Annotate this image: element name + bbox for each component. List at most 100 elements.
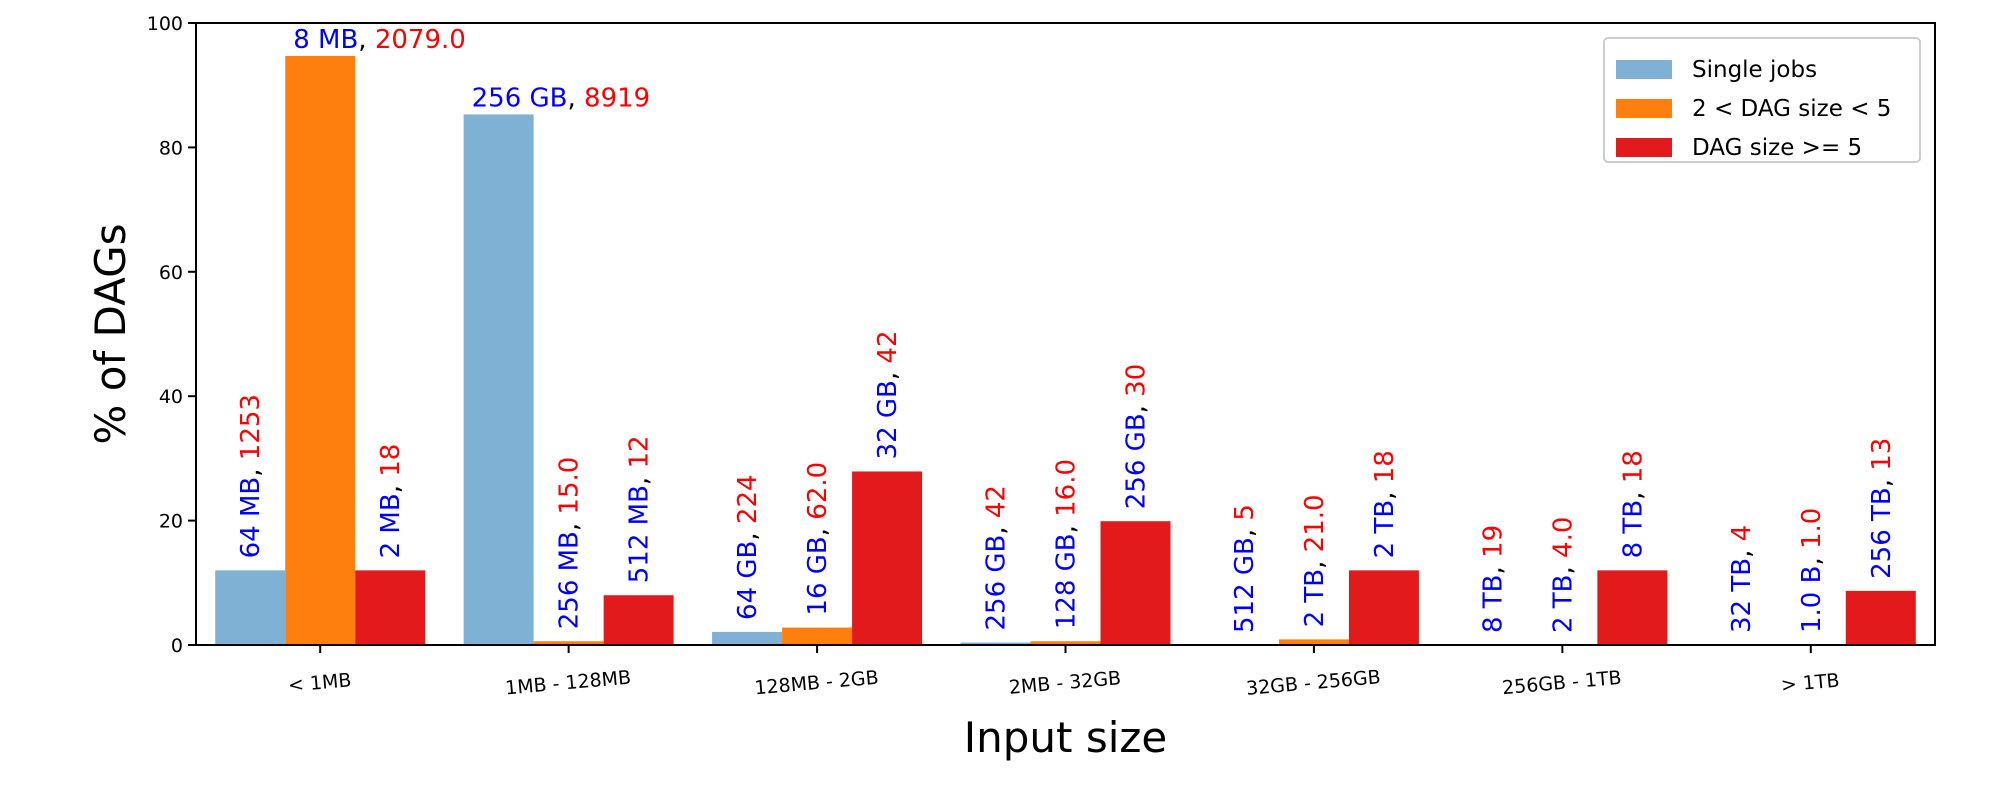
bar-label-dag-size-5-32gb-256gb: 2 TB, 18	[1370, 450, 1400, 558]
bar-label-count: 19	[1478, 525, 1508, 558]
bar-label-separator: ,	[1300, 552, 1330, 569]
bar-label-separator: ,	[1478, 558, 1508, 575]
bar-label-dag-size-5-1tb: 256 TB, 13	[1867, 438, 1897, 579]
bar-single-jobs-2mb-32gb	[960, 642, 1031, 645]
bar-label-separator: ,	[1052, 517, 1082, 534]
bar-label-separator: ,	[1727, 541, 1757, 558]
bar-label-2-dag-size-5-256gb-1tb: 2 TB, 4.0	[1548, 517, 1578, 633]
bar-dag-size-5-2mb-32gb	[1100, 521, 1171, 645]
bar-label-size: 2 MB	[376, 493, 406, 558]
bar-label-size: 32 GB	[873, 380, 903, 459]
bar-label-size: 512 GB	[1230, 537, 1260, 633]
bar-label-separator: ,	[1122, 397, 1152, 414]
bar-label-single-jobs-32gb-256gb: 512 GB, 5	[1230, 504, 1260, 633]
bar-label-separator: ,	[1618, 483, 1648, 500]
x-tick-label-256gb-1tb: 256GB - 1TB	[1501, 667, 1622, 699]
bar-label-separator: ,	[803, 520, 833, 537]
bar-label-size: 256 TB	[1867, 487, 1897, 579]
bar-label-count: 18	[1370, 450, 1400, 483]
bar-label-separator: ,	[982, 518, 1012, 535]
bar-label-count: 4	[1727, 525, 1757, 542]
bar-label-count: 42	[873, 330, 903, 363]
bar-label-count: 1.0	[1797, 508, 1827, 549]
bar-label-size: 512 MB	[625, 485, 655, 583]
bar-label-count: 18	[1618, 450, 1648, 483]
bar-label-2-dag-size-5-1mb-128mb: 256 MB, 15.0	[555, 457, 585, 630]
bar-label-dag-size-5-2mb-32gb: 256 GB, 30	[1122, 364, 1152, 510]
bar-label-dag-size-5-1mb: 2 MB, 18	[376, 444, 406, 559]
bar-label-dag-size-5-1mb-128mb: 512 MB, 12	[625, 435, 655, 583]
bar-label-count: 13	[1867, 438, 1897, 471]
legend: Single jobs 2 < DAG size < 5 DAG size >= 5	[1603, 37, 1921, 163]
x-tick-label-2mb-32gb: 2MB - 32GB	[1008, 667, 1122, 699]
bar-label-separator: ,	[376, 477, 406, 494]
bar-label-count: 1253	[236, 394, 266, 460]
bar-label-size: 2 TB	[1370, 500, 1400, 559]
bar-label-size: 8 MB	[293, 25, 358, 55]
x-tick-label-32gb-256gb: 32GB - 256GB	[1245, 666, 1381, 700]
legend-label-dag-size-5: DAG size >= 5	[1692, 135, 1862, 161]
x-tick-label-1mb: < 1MB	[287, 669, 352, 696]
bar-label-dag-size-5-128mb-2gb: 32 GB, 42	[873, 330, 903, 459]
bar-2-dag-size-5-128mb-2gb	[782, 627, 853, 645]
bar-2-dag-size-5-1mb	[285, 55, 356, 645]
bar-label-count: 224	[733, 474, 763, 524]
bar-label-count: 15.0	[555, 457, 585, 515]
bar-dag-size-5-128mb-2gb	[852, 471, 923, 645]
bar-2-dag-size-5-1mb-128mb	[533, 641, 604, 645]
bar-label-size: 64 GB	[733, 541, 763, 620]
bar-label-count: 30	[1122, 364, 1152, 397]
bar-label-size: 16 GB	[803, 536, 833, 615]
bar-label-2-dag-size-5-1tb: 1.0 B, 1.0	[1797, 508, 1827, 633]
bar-label-size: 256 GB	[472, 83, 568, 113]
bar-dag-size-5-1mb	[355, 570, 426, 645]
bar-label-dag-size-5-256gb-1tb: 8 TB, 18	[1618, 450, 1648, 558]
bar-label-count: 2079.0	[375, 25, 466, 55]
bar-label-size: 1.0 B	[1797, 566, 1827, 633]
y-tick-label-60: 60	[159, 262, 183, 284]
bar-dag-size-5-1tb	[1845, 590, 1916, 645]
bar-label-single-jobs-2mb-32gb: 256 GB, 42	[982, 485, 1012, 631]
bar-label-count: 12	[625, 435, 655, 468]
bar-label-separator: ,	[625, 469, 655, 486]
bar-labels-layer: 64 MB, 1253 8 MB, 2079.0 2 MB, 18 256 GB, 8…	[236, 25, 1897, 633]
bar-label-count: 8919	[584, 83, 650, 113]
bar-label-size: 128 GB	[1052, 533, 1082, 629]
y-tick-label-0: 0	[171, 635, 183, 657]
bar-single-jobs-1mb-128mb	[463, 114, 534, 645]
bar-label-single-jobs-128mb-2gb: 64 GB, 224	[733, 474, 763, 620]
bar-label-size: 8 TB	[1478, 574, 1508, 633]
legend-swatch-single-jobs	[1616, 60, 1672, 79]
bar-label-separator: ,	[733, 524, 763, 541]
bar-single-jobs-1mb	[215, 570, 286, 645]
bar-label-2-dag-size-5-2mb-32gb: 128 GB, 16.0	[1052, 459, 1082, 629]
bar-label-separator: ,	[236, 460, 266, 477]
bar-label-separator: ,	[1370, 483, 1400, 500]
bar-label-count: 4.0	[1548, 517, 1578, 558]
legend-label-2-dag-size-5: 2 < DAG size < 5	[1692, 96, 1891, 122]
bar-single-jobs-128mb-2gb	[712, 631, 783, 645]
bar-label-2-dag-size-5-32gb-256gb: 2 TB, 21.0	[1300, 494, 1330, 627]
x-tick-label-1mb-128mb: 1MB - 128MB	[504, 667, 632, 700]
bar-label-separator: ,	[358, 25, 375, 55]
legend-box	[1603, 37, 1921, 163]
legend-swatch-2-dag-size-5	[1616, 99, 1672, 118]
bar-label-separator: ,	[1230, 521, 1260, 538]
legend-label-single-jobs: Single jobs	[1692, 57, 1817, 83]
bar-label-count: 42	[982, 485, 1012, 518]
bar-label-size: 32 TB	[1727, 558, 1757, 633]
bar-label-size: 64 MB	[236, 477, 266, 559]
bar-label-separator: ,	[1867, 471, 1897, 488]
bar-label-count: 62.0	[803, 462, 833, 520]
bar-dag-size-5-1mb-128mb	[603, 595, 674, 645]
bar-label-size: 2 TB	[1300, 569, 1330, 628]
bar-label-2-dag-size-5-1mb: 8 MB, 2079.0	[293, 25, 466, 55]
bar-label-single-jobs-1mb: 64 MB, 1253	[236, 394, 266, 558]
bar-label-2-dag-size-5-128mb-2gb: 16 GB, 62.0	[803, 462, 833, 616]
bar-label-size: 2 TB	[1548, 574, 1578, 633]
bar-label-count: 16.0	[1052, 459, 1082, 517]
bar-label-separator: ,	[568, 83, 585, 113]
bar-dag-size-5-32gb-256gb	[1348, 570, 1419, 645]
